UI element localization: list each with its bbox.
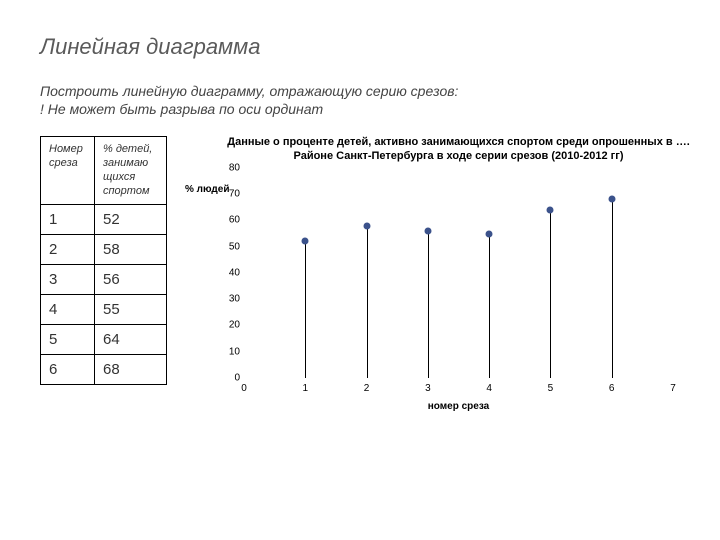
x-tick-label: 5 — [548, 383, 554, 394]
y-tick-label: 20 — [216, 320, 240, 331]
cell-n: 5 — [41, 325, 95, 355]
chart-title: Данные о проценте детей, активно занимаю… — [225, 136, 692, 164]
y-tick-label: 80 — [216, 162, 240, 173]
data-table: Номер среза % детей, занимаю щихся спорт… — [40, 136, 167, 385]
chart-marker — [547, 206, 554, 213]
y-tick-label: 10 — [216, 346, 240, 357]
cell-n: 4 — [41, 295, 95, 325]
col-header-percent: % детей, занимаю щихся спортом — [95, 137, 167, 205]
subtitle-line-2: ! Не может быть разрыва по оси ординат — [40, 100, 692, 118]
chart-marker — [424, 227, 431, 234]
y-tick-label: 40 — [216, 267, 240, 278]
chart-marker — [363, 222, 370, 229]
table-row: 356 — [41, 265, 167, 295]
chart-stem — [367, 226, 368, 378]
subtitle: Построить линейную диаграмму, отражающую… — [40, 82, 692, 118]
chart-stem — [305, 241, 306, 378]
content-row: Номер среза % детей, занимаю щихся спорт… — [40, 136, 692, 385]
chart-container: Данные о проценте детей, активно занимаю… — [185, 136, 692, 385]
table-row: 258 — [41, 235, 167, 265]
cell-v: 58 — [95, 235, 167, 265]
x-tick-label: 2 — [364, 383, 370, 394]
y-tick-label: 70 — [216, 189, 240, 200]
cell-n: 6 — [41, 355, 95, 385]
x-tick-label: 3 — [425, 383, 431, 394]
y-tick-label: 60 — [216, 215, 240, 226]
y-tick-label: 30 — [216, 294, 240, 305]
cell-v: 52 — [95, 205, 167, 235]
cell-v: 68 — [95, 355, 167, 385]
x-axis-label: номер среза — [428, 401, 490, 412]
y-tick-label: 0 — [216, 372, 240, 383]
cell-v: 56 — [95, 265, 167, 295]
table-row: 564 — [41, 325, 167, 355]
y-tick-label: 50 — [216, 241, 240, 252]
chart-stem — [550, 210, 551, 378]
cell-v: 64 — [95, 325, 167, 355]
cell-n: 2 — [41, 235, 95, 265]
cell-n: 1 — [41, 205, 95, 235]
chart-stem — [489, 234, 490, 378]
chart-plot-area: номер среза 0102030405060708001234567 — [243, 168, 673, 378]
chart-stem — [612, 199, 613, 378]
x-tick-label: 0 — [241, 383, 247, 394]
table-row: 455 — [41, 295, 167, 325]
x-tick-label: 4 — [486, 383, 492, 394]
subtitle-line-1: Построить линейную диаграмму, отражающую… — [40, 82, 692, 100]
x-tick-label: 7 — [670, 383, 676, 394]
col-header-number: Номер среза — [41, 137, 95, 205]
chart-marker — [302, 238, 309, 245]
table-header-row: Номер среза % детей, занимаю щихся спорт… — [41, 137, 167, 205]
x-tick-label: 1 — [303, 383, 309, 394]
cell-n: 3 — [41, 265, 95, 295]
table-row: 668 — [41, 355, 167, 385]
cell-v: 55 — [95, 295, 167, 325]
chart-marker — [608, 196, 615, 203]
slide-title: Линейная диаграмма — [40, 34, 692, 60]
table-row: 152 — [41, 205, 167, 235]
chart-stem — [428, 231, 429, 378]
chart-marker — [486, 230, 493, 237]
x-tick-label: 6 — [609, 383, 615, 394]
